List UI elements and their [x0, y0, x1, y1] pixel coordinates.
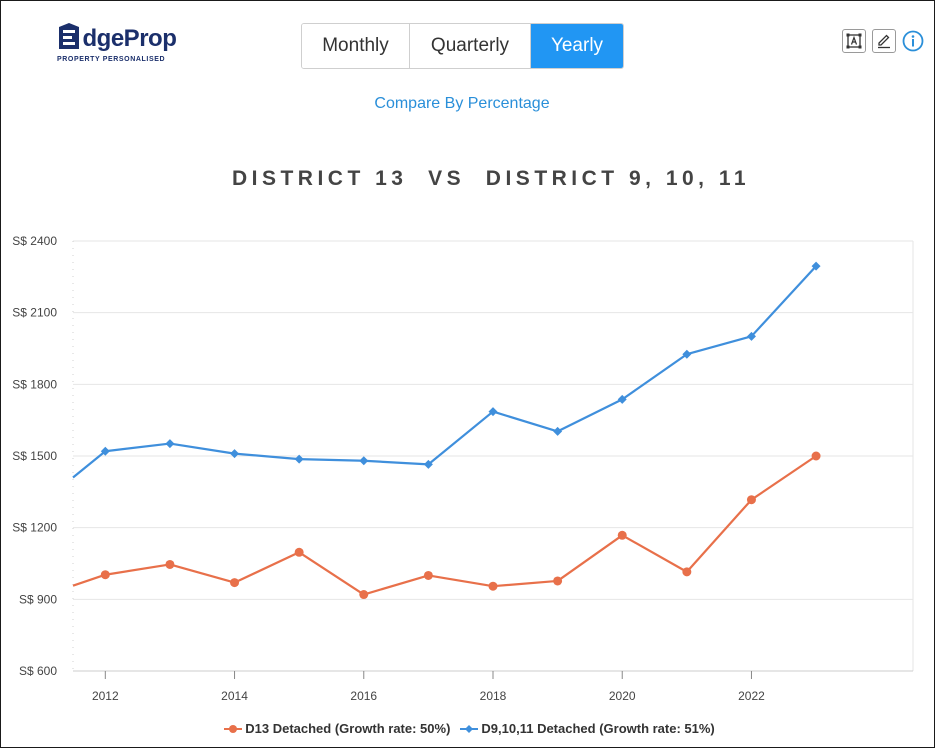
- data-point: [423, 459, 433, 469]
- data-point: [617, 394, 627, 404]
- legend-label-d13: D13 Detached (Growth rate: 50%): [245, 721, 451, 736]
- data-point: [682, 349, 692, 359]
- chart-toolbar: [842, 29, 924, 53]
- text-frame-icon: [846, 33, 862, 49]
- y-tick-label: S$ 2400: [12, 234, 57, 248]
- chart-legend: D13 Detached (Growth rate: 50%) D9,10,11…: [1, 721, 937, 736]
- compare-by-percentage-link[interactable]: Compare By Percentage: [374, 95, 550, 112]
- y-tick-label: S$ 900: [19, 592, 57, 606]
- legend-item-d13[interactable]: D13 Detached (Growth rate: 50%): [224, 721, 450, 736]
- legend-item-d91011[interactable]: D9,10,11 Detached (Growth rate: 51%): [460, 721, 715, 736]
- chart-grid: [73, 240, 914, 672]
- y-axis: S$ 2400 S$ 2100 S$ 1800 S$ 1500 S$ 1200 S$ 90…: [12, 234, 74, 678]
- y-tick-label: S$ 1500: [12, 449, 57, 463]
- data-point: [811, 261, 821, 271]
- logo-text: EdgeProp: [67, 23, 177, 55]
- x-axis: 2012 2014 2016 2018 2020 2022: [92, 671, 765, 703]
- logo-name: dgeProp: [82, 25, 177, 52]
- data-point: [165, 559, 175, 569]
- legend-label-d91011: D9,10,11 Detached (Growth rate: 51%): [481, 721, 715, 736]
- data-point: [294, 454, 304, 464]
- edgeprop-logo[interactable]: EdgeProp PROPERTY PERSONALISED: [57, 23, 187, 67]
- data-point: [165, 439, 175, 449]
- data-point: [100, 446, 110, 456]
- data-point: [746, 495, 756, 505]
- data-point: [488, 581, 498, 591]
- text-frame-button[interactable]: [842, 29, 866, 53]
- series-line: [72, 265, 817, 479]
- edit-button[interactable]: [872, 29, 896, 53]
- data-point: [423, 570, 433, 580]
- tab-yearly[interactable]: Yearly: [531, 24, 623, 68]
- x-tick-label: 2020: [609, 689, 636, 703]
- data-point: [682, 567, 692, 577]
- data-point: [230, 578, 240, 588]
- data-point: [359, 456, 369, 466]
- data-point: [488, 407, 498, 417]
- tab-monthly[interactable]: Monthly: [302, 24, 410, 68]
- x-tick-label: 2022: [738, 689, 765, 703]
- data-point: [359, 590, 369, 600]
- data-point: [100, 570, 110, 580]
- series-line: [72, 455, 817, 596]
- y-tick-label: S$ 1200: [12, 521, 57, 535]
- line-chart: S$ 2400 S$ 2100 S$ 1800 S$ 1500 S$ 1200 S$ 90…: [12, 234, 914, 703]
- logo-tagline: PROPERTY PERSONALISED: [57, 56, 166, 63]
- data-point: [811, 451, 821, 461]
- data-point: [553, 576, 563, 586]
- chart-series: [72, 261, 821, 600]
- legend-circle-marker-icon: [224, 724, 243, 733]
- data-point: [617, 530, 627, 540]
- logo-mark-icon: [59, 23, 79, 49]
- tab-quarterly[interactable]: Quarterly: [410, 24, 531, 68]
- data-point: [230, 449, 240, 459]
- pencil-icon: [878, 34, 890, 49]
- data-point: [746, 331, 756, 341]
- x-tick-label: 2012: [92, 689, 119, 703]
- y-tick-label: S$ 1800: [12, 377, 57, 391]
- legend-diamond-marker-icon: [460, 724, 479, 733]
- x-tick-label: 2018: [480, 689, 507, 703]
- data-point: [294, 547, 304, 557]
- x-tick-label: 2014: [221, 689, 248, 703]
- period-toggle: Monthly Quarterly Yearly: [301, 23, 624, 69]
- x-tick-label: 2016: [350, 689, 377, 703]
- y-tick-label: S$ 2100: [12, 306, 57, 320]
- y-tick-label: S$ 600: [19, 664, 57, 678]
- data-point: [553, 426, 563, 436]
- info-icon[interactable]: [902, 30, 924, 52]
- chart-title: DISTRICT 13 VS DISTRICT 9, 10, 11: [231, 167, 751, 190]
